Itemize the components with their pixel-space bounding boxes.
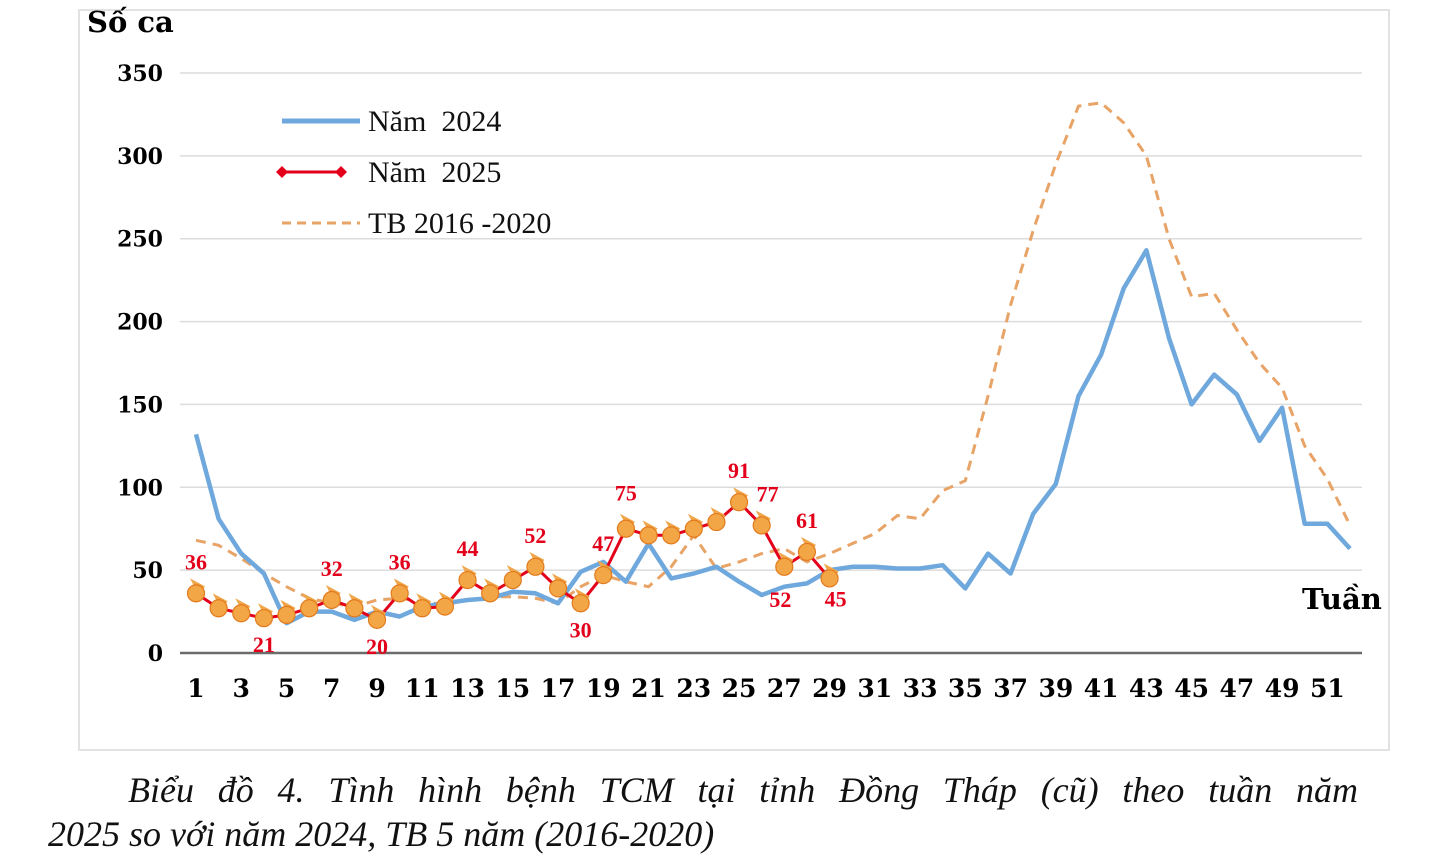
data-label-2025: 30 bbox=[570, 617, 592, 642]
series-2025-marker bbox=[729, 493, 749, 512]
x-tick-label: 1 bbox=[187, 674, 204, 703]
data-label-2025: 47 bbox=[592, 531, 614, 556]
legend-label-2025: Năm 2025 bbox=[368, 156, 501, 189]
data-label-2025: 21 bbox=[253, 632, 275, 657]
legend-label-tb: TB 2016 -2020 bbox=[368, 207, 551, 240]
series-2025-marker bbox=[526, 557, 545, 576]
y-tick-label: 150 bbox=[117, 392, 163, 418]
legend-marker-2025-right bbox=[335, 166, 347, 178]
series-2025-marker bbox=[616, 519, 636, 538]
x-axis-ticks: 1 3 5 7 9 11 13 15 17 19 21 23 25 27 29 31 33 35 37 39 41 43 4… bbox=[187, 674, 1344, 703]
caption-line-2: 2025 so với năm 2024, TB 5 năm (2016-202… bbox=[48, 814, 715, 854]
series-2025-marker bbox=[707, 512, 726, 532]
x-tick-label: 47 bbox=[1219, 674, 1254, 703]
x-tick-label: 13 bbox=[450, 674, 485, 703]
x-tick-label: 45 bbox=[1174, 674, 1209, 703]
data-label-2025: 52 bbox=[524, 523, 546, 548]
x-tick-label: 27 bbox=[767, 674, 802, 703]
y-axis-ticks: 0 50 100 150 200 250 300 350 bbox=[117, 61, 163, 667]
series-2025-marker bbox=[571, 594, 590, 613]
legend-label-2024: Năm 2024 bbox=[368, 105, 501, 138]
x-tick-label: 25 bbox=[722, 674, 757, 703]
series-2025-marker bbox=[186, 584, 206, 603]
data-label-2025: 45 bbox=[825, 586, 847, 611]
y-tick-label: 100 bbox=[117, 475, 163, 501]
x-axis-title: Tuần bbox=[1302, 582, 1382, 616]
data-label-2025: 61 bbox=[796, 508, 818, 533]
x-tick-label: 49 bbox=[1265, 674, 1300, 703]
x-tick-label: 17 bbox=[541, 674, 576, 703]
gridlines bbox=[180, 72, 1362, 655]
data-label-2025: 36 bbox=[389, 549, 411, 574]
series-2025-marker bbox=[435, 597, 455, 616]
x-tick-label: 11 bbox=[405, 674, 440, 703]
series-2025-marker bbox=[413, 599, 432, 618]
legend-marker-2025-left bbox=[276, 166, 288, 178]
series-2025-marker bbox=[548, 579, 568, 598]
y-tick-label: 0 bbox=[148, 641, 163, 667]
series-2025-marker bbox=[390, 584, 409, 603]
x-tick-label: 5 bbox=[278, 674, 295, 703]
y-tick-label: 350 bbox=[117, 61, 163, 87]
x-tick-label: 31 bbox=[857, 674, 892, 703]
x-tick-label: 39 bbox=[1038, 674, 1073, 703]
series-2025-marker bbox=[820, 569, 839, 588]
series-2025-marker bbox=[684, 519, 703, 538]
data-label-2025: 75 bbox=[615, 481, 637, 506]
data-label-2025: 52 bbox=[769, 587, 791, 612]
x-tick-label: 35 bbox=[948, 674, 983, 703]
series-2025-marker bbox=[254, 609, 273, 628]
chart-frame bbox=[78, 9, 1390, 751]
data-label-2025: 32 bbox=[321, 556, 343, 581]
x-tick-label: 21 bbox=[631, 674, 666, 703]
x-tick-label: 37 bbox=[993, 674, 1028, 703]
series-2025-marker bbox=[662, 526, 681, 545]
series-2025-marker bbox=[209, 599, 228, 618]
y-tick-label: 50 bbox=[132, 558, 163, 584]
series-2025-marker bbox=[300, 599, 319, 618]
x-tick-label: 41 bbox=[1084, 674, 1119, 703]
series-2025-marker bbox=[797, 542, 817, 562]
y-tick-label: 300 bbox=[117, 144, 163, 170]
x-tick-label: 33 bbox=[903, 674, 938, 703]
series-2025-marker bbox=[594, 566, 613, 585]
series-2025-marker bbox=[458, 570, 477, 590]
series-2025-marker bbox=[232, 604, 251, 623]
series-2025-marker bbox=[367, 610, 387, 629]
x-tick-label: 43 bbox=[1129, 674, 1164, 703]
series-2025-marker bbox=[277, 605, 296, 624]
series-2025-marker bbox=[481, 584, 500, 603]
series-2025-marker bbox=[322, 590, 341, 610]
y-axis-title: Số ca bbox=[87, 5, 174, 39]
legend: Năm 2024 Năm 2025 TB 2016 -2020 bbox=[276, 105, 551, 240]
series-2025-marker bbox=[345, 599, 364, 618]
x-tick-label: 23 bbox=[676, 674, 711, 703]
x-tick-label: 19 bbox=[586, 674, 621, 703]
series-2025-marker bbox=[503, 570, 522, 590]
data-label-2025: 20 bbox=[366, 634, 388, 659]
data-label-2025: 36 bbox=[185, 549, 207, 574]
x-tick-label: 7 bbox=[323, 674, 340, 703]
data-label-2025: 77 bbox=[757, 481, 779, 506]
y-tick-label: 250 bbox=[117, 227, 163, 253]
series-2025-marker bbox=[639, 526, 658, 545]
x-tick-label: 29 bbox=[812, 674, 847, 703]
x-tick-label: 15 bbox=[495, 674, 530, 703]
series-line-tb-2016-2020 bbox=[195, 101, 1352, 609]
series-line-2024 bbox=[193, 248, 1352, 626]
caption-line-1: Biểu đồ 4. Tình hình bệnh TCM tại tỉnh Đ… bbox=[128, 770, 1358, 810]
data-label-2025: 44 bbox=[457, 536, 479, 561]
y-tick-label: 200 bbox=[117, 310, 163, 336]
series-2025-marker bbox=[775, 557, 794, 576]
x-tick-label: 51 bbox=[1310, 674, 1345, 703]
series-2025-marker bbox=[752, 516, 771, 535]
data-label-2025: 91 bbox=[728, 458, 750, 483]
x-tick-label: 3 bbox=[233, 674, 250, 703]
series-layer bbox=[186, 101, 1352, 629]
x-tick-label: 9 bbox=[368, 674, 385, 703]
